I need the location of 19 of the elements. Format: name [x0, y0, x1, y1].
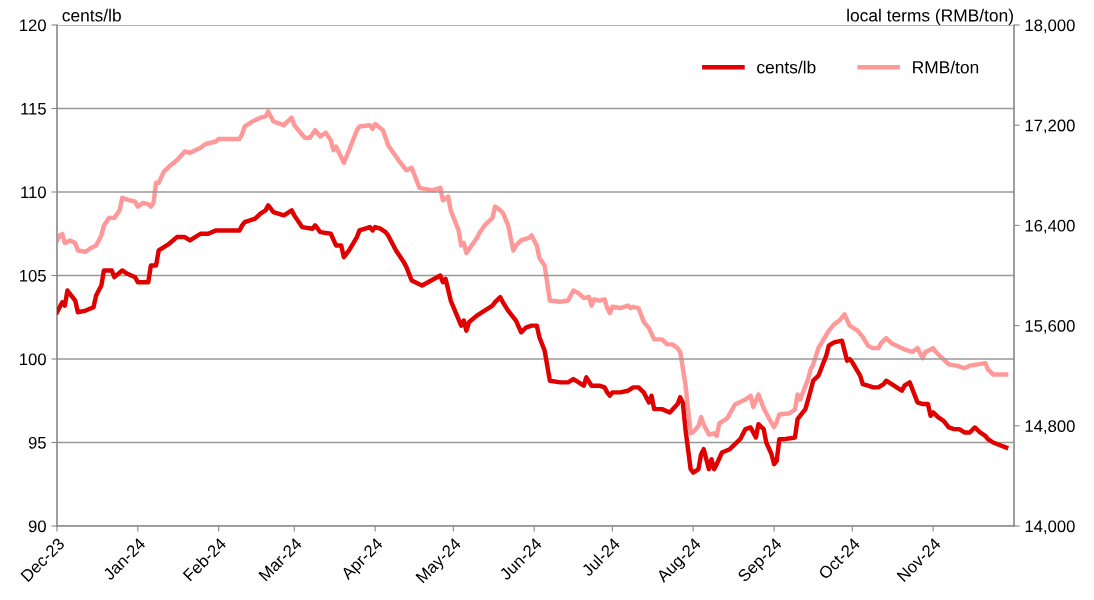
y-tick-label: 110 — [21, 186, 46, 199]
y2-axis-title: local terms (RMB/ton) — [847, 8, 1013, 25]
y-tick-label: 90 — [28, 520, 46, 533]
y2-tick-label: 16,400 — [1025, 219, 1075, 234]
y-tick-label: 115 — [21, 103, 46, 115]
y-axis-title: cents/lb — [62, 8, 121, 22]
line-series — [57, 203, 1009, 475]
y2-tick-label: 14,000 — [1025, 520, 1075, 535]
legend-label: RMB/ton — [913, 60, 979, 74]
y-tick-label: 95 — [28, 436, 46, 449]
y2-tick-label: 15,600 — [1025, 320, 1075, 334]
y2-tick-label: 17,200 — [1025, 119, 1075, 134]
y-tick-label: 105 — [20, 269, 46, 282]
y-tick-label: 120 — [20, 19, 46, 32]
y-tick-label: 100 — [20, 353, 46, 366]
legend-label: cents/lb — [757, 60, 816, 74]
y2-tick-label: 14,800 — [1025, 420, 1075, 434]
y2-tick-label: 18,000 — [1025, 19, 1075, 34]
line-series — [57, 109, 1009, 439]
